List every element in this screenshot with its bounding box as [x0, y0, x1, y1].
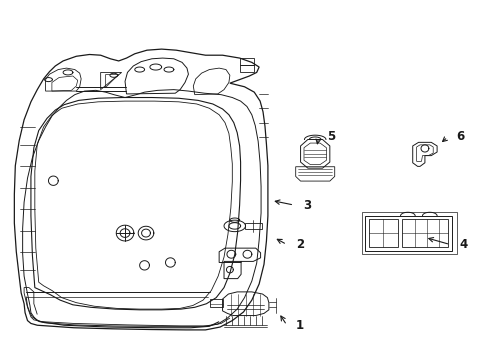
- Text: 5: 5: [327, 130, 335, 144]
- Text: 2: 2: [295, 238, 303, 251]
- Text: 1: 1: [295, 319, 303, 332]
- Text: 3: 3: [303, 199, 310, 212]
- Text: 6: 6: [456, 130, 464, 144]
- Text: 4: 4: [458, 238, 467, 251]
